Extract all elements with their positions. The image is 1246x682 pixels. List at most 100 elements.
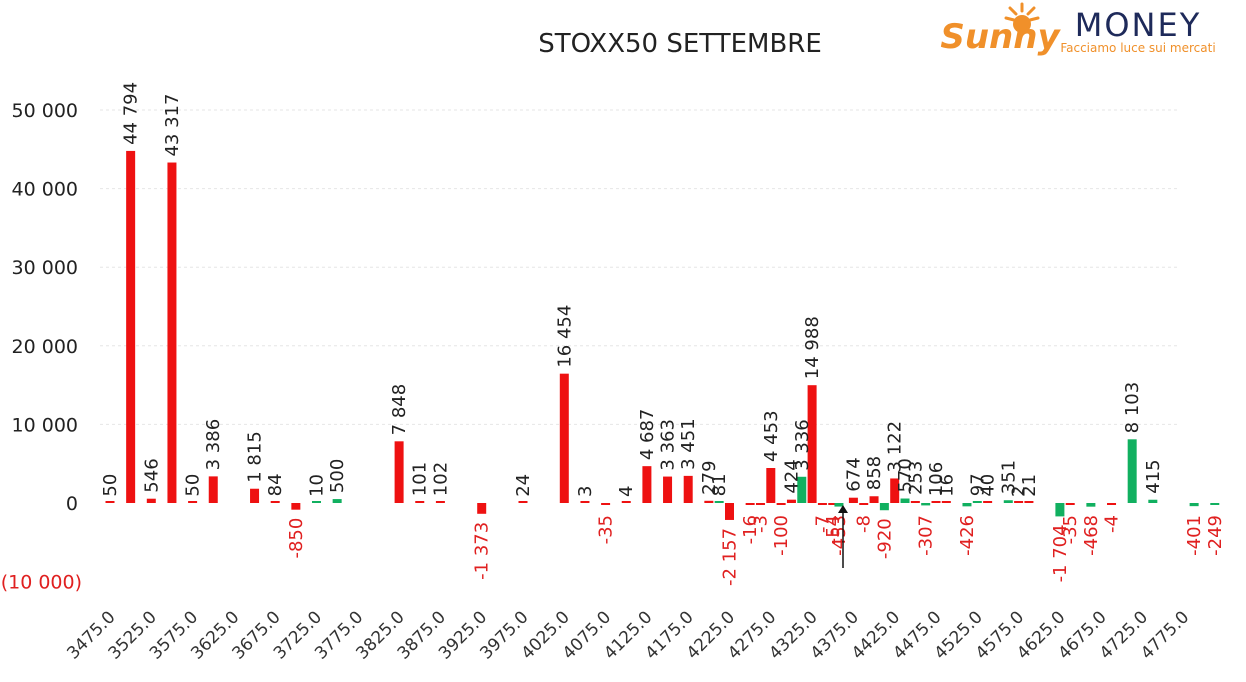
data-label: 4 — [616, 486, 637, 497]
data-label: 279 — [699, 460, 720, 494]
bar — [786, 499, 796, 503]
data-label: 4 687 — [637, 409, 658, 461]
data-label: 7 848 — [389, 384, 410, 436]
data-label: 24 — [513, 474, 534, 497]
data-label: 21 — [1019, 474, 1040, 497]
data-label: -850 — [286, 518, 307, 559]
bar — [890, 478, 900, 503]
bar — [797, 476, 807, 503]
data-label: -35 — [1060, 515, 1081, 544]
data-label: 3 122 — [885, 421, 906, 473]
bar — [146, 498, 156, 503]
data-label: 10 — [307, 474, 328, 497]
bar — [105, 501, 115, 503]
y-tick-label: 50 000 — [12, 100, 78, 122]
data-label: 84 — [265, 473, 286, 496]
bar — [962, 503, 972, 507]
bar — [312, 501, 321, 503]
bar — [828, 503, 838, 505]
bar — [1107, 503, 1117, 505]
bar — [910, 501, 920, 503]
bar — [931, 501, 941, 503]
data-label: 8 103 — [1122, 382, 1143, 434]
data-label: 1 815 — [245, 431, 266, 483]
data-label: 253 — [905, 461, 926, 495]
data-label: -16 — [740, 515, 761, 544]
bar — [1024, 501, 1034, 503]
data-label: 14 988 — [802, 316, 823, 379]
data-label: 43 317 — [162, 94, 183, 157]
data-label: -3 — [750, 515, 771, 533]
data-label: 351 — [998, 460, 1019, 494]
bar — [126, 150, 136, 503]
data-label: 3 386 — [203, 419, 224, 471]
data-label: 3 363 — [658, 419, 679, 471]
logo-brand-right: MONEY — [1075, 6, 1202, 44]
bar — [766, 467, 776, 503]
bar — [834, 503, 844, 507]
bar — [879, 503, 889, 511]
y-tick-label: (10 000) — [1, 572, 82, 594]
data-label: 16 — [936, 474, 957, 497]
bars — [105, 150, 1220, 520]
bar — [817, 503, 827, 505]
sun-icon — [1004, 2, 1040, 33]
bar — [291, 503, 301, 510]
data-label: 50 — [183, 474, 204, 497]
data-label: -8 — [854, 515, 875, 533]
bar — [1003, 500, 1013, 503]
bar — [683, 475, 693, 503]
chart-title: STOXX50 SETTEMBRE — [538, 29, 822, 59]
bar — [1055, 503, 1065, 517]
data-label: 3 — [575, 486, 596, 497]
bar — [848, 497, 858, 503]
data-label: -100 — [771, 515, 792, 556]
bar — [983, 501, 993, 503]
y-tick-label: 30 000 — [12, 257, 78, 279]
data-label: -468 — [1081, 515, 1102, 556]
data-label: -453 — [829, 515, 850, 556]
data-label: 106 — [926, 462, 947, 496]
bar — [642, 466, 652, 503]
bar — [1127, 439, 1137, 503]
bar — [621, 501, 631, 503]
y-axis-ticks: 50 000 40 000 30 000 20 000 10 000 0 (10 000) — [1, 100, 82, 594]
bar — [435, 501, 445, 503]
bar — [900, 498, 910, 503]
bar — [725, 503, 734, 520]
bar — [250, 488, 260, 503]
bar — [869, 496, 879, 503]
data-label: 424 — [781, 459, 802, 493]
data-label: 40 — [978, 474, 999, 497]
data-label: 101 — [410, 462, 431, 496]
bar — [663, 476, 673, 503]
data-label: 546 — [141, 458, 162, 492]
data-label: 97 — [967, 473, 988, 496]
data-label: 674 — [843, 457, 864, 491]
data-label: 858 — [864, 456, 885, 490]
bar — [477, 503, 487, 514]
bar — [921, 503, 931, 506]
data-label: 44 794 — [121, 82, 142, 145]
data-label: 415 — [1143, 459, 1164, 493]
data-label: 500 — [327, 459, 348, 493]
data-label: -35 — [596, 515, 617, 544]
data-label: -920 — [874, 518, 895, 559]
gridlines — [100, 109, 1180, 425]
data-label: -2 157 — [720, 528, 741, 586]
data-label: 4 453 — [761, 410, 782, 462]
bar — [1189, 503, 1199, 507]
y-tick-label: 40 000 — [12, 179, 78, 201]
bar — [704, 500, 714, 503]
bar — [941, 501, 951, 503]
x-axis-ticks: 3475.03525.03575.03625.03675.03725.03775… — [63, 607, 1193, 663]
data-label: -54 — [823, 515, 844, 544]
bar — [188, 501, 198, 503]
bar — [270, 501, 280, 503]
bar — [167, 162, 177, 503]
data-label: -401 — [1184, 515, 1205, 556]
bar — [807, 385, 817, 503]
logo-tagline: Facciamo luce sui mercati — [1060, 41, 1215, 55]
data-label: 81 — [709, 473, 730, 496]
bar — [1210, 503, 1220, 505]
